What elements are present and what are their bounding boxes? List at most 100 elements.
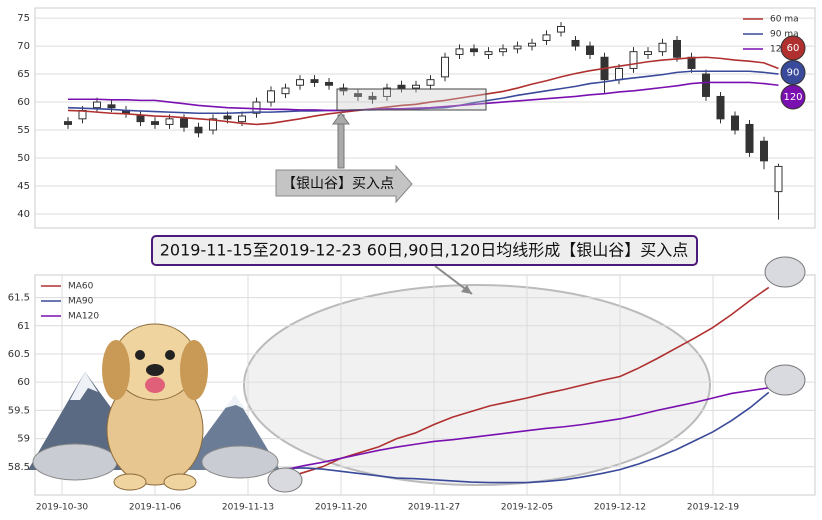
ma-line: [285, 391, 770, 484]
mountain-snow: [225, 395, 246, 410]
label-arrow-box: [275, 164, 413, 204]
x-tick-label: 2019-11-27: [408, 503, 460, 513]
candle-body: [441, 56, 449, 78]
decoration: [28, 88, 806, 493]
x-tick-label: 2019-12-19: [687, 503, 740, 513]
candle-body: [412, 84, 420, 89]
candle-body: [731, 115, 739, 131]
candle-body: [209, 118, 217, 131]
candle-body: [571, 39, 580, 47]
y-tick-label: 55: [17, 125, 30, 136]
y-tick-label: 75: [17, 13, 30, 24]
candle-body: [499, 48, 507, 53]
candle-body: [745, 123, 754, 153]
highlight-ellipse: [243, 284, 711, 486]
candle-body: [165, 118, 174, 125]
arrow-head: [332, 112, 350, 125]
top-plot-frame: [34, 7, 816, 229]
candle-body: [687, 56, 696, 69]
x-tick-label: 2019-10-30: [36, 503, 89, 513]
candle-body: [64, 121, 72, 125]
x-tick-label: 2019-11-13: [222, 503, 274, 513]
candle-body: [325, 81, 333, 86]
dog-tongue: [145, 377, 165, 393]
candle-body: [223, 115, 232, 120]
candle-body: [281, 87, 290, 95]
candle-body: [644, 51, 652, 55]
badge-label: 90: [787, 68, 800, 79]
ma-line: [67, 56, 779, 126]
y-tick-label: 58.5: [8, 462, 30, 473]
highlight-box: [336, 88, 487, 111]
dog-paw: [113, 473, 147, 491]
badge-label: 120: [783, 92, 802, 103]
y-tick-label: 60.5: [8, 349, 30, 360]
x-tick-label: 2019-11-20: [315, 503, 368, 513]
candle-body: [136, 115, 145, 123]
candle-body: [528, 42, 536, 47]
legend-label: MA60: [68, 282, 94, 292]
silver-ingot: [764, 364, 806, 396]
candle-body: [426, 79, 435, 86]
dog-ear: [102, 340, 130, 400]
badge-label: 60: [787, 43, 800, 54]
candle-body: [484, 51, 493, 55]
candle-body: [354, 93, 362, 97]
pointer-arrow-head: [461, 285, 472, 294]
dog-eye: [165, 350, 175, 360]
silver-ingot: [32, 443, 118, 481]
candle-body: [267, 90, 275, 103]
dog-ear: [180, 340, 208, 400]
candle-body: [194, 126, 203, 134]
y-tick-label: 61: [17, 321, 30, 332]
ma-line: [285, 387, 769, 471]
ma-line: [68, 81, 779, 112]
legend-label: MA120: [68, 312, 99, 322]
candle-body: [658, 42, 667, 53]
candle-body: [673, 39, 681, 58]
y-tick-label: 40: [17, 209, 30, 220]
silver-ingot: [764, 256, 806, 288]
candle-body: [252, 101, 261, 114]
legend-label: 90 ma: [770, 30, 799, 40]
legend-label: MA90: [68, 297, 94, 307]
candle-body: [397, 84, 406, 89]
candle-body: [702, 73, 710, 97]
candle-body: [557, 25, 565, 33]
silver-ingot: [201, 445, 279, 479]
bottom-layer: 58.5 59 59.5 60 60.5 61 61.5 2019-10-30 2019-11-…: [8, 275, 815, 513]
candle-body: [542, 34, 551, 41]
dog-paw: [163, 473, 197, 491]
y-tick-label: 59: [17, 434, 30, 445]
candle-body: [513, 45, 522, 50]
y-tick-label: 70: [17, 41, 30, 52]
candle-body: [470, 48, 478, 53]
y-tick-label: 59.5: [8, 405, 30, 416]
candle-body: [760, 140, 768, 162]
y-tick-label: 65: [17, 69, 30, 80]
mountain-snow: [70, 372, 98, 400]
y-tick-label: 61.5: [8, 293, 30, 304]
ma-line: [284, 286, 770, 479]
y-tick-label: 50: [17, 153, 30, 164]
candle-body: [455, 48, 464, 55]
y-tick-label: 60: [17, 377, 30, 388]
candle-body: [107, 104, 116, 109]
candle-body: [310, 79, 319, 83]
candle-body: [383, 87, 391, 97]
dog-nose: [146, 364, 164, 376]
badge: [780, 84, 806, 110]
candle-body: [716, 95, 725, 120]
candle-body: [151, 121, 159, 125]
candle-body: [368, 95, 377, 100]
silver-ingot: [267, 467, 303, 493]
y-tick-label: 45: [17, 181, 30, 192]
candle-body: [238, 115, 246, 123]
x-tick-label: 2019-12-12: [594, 503, 646, 513]
banner-title: 2019-11-15至2019-12-23 60日,90日,120日均线形成【银…: [160, 241, 689, 260]
annotation: 【银山谷】买入点: [282, 176, 394, 192]
y-tick-label: 60: [17, 97, 30, 108]
